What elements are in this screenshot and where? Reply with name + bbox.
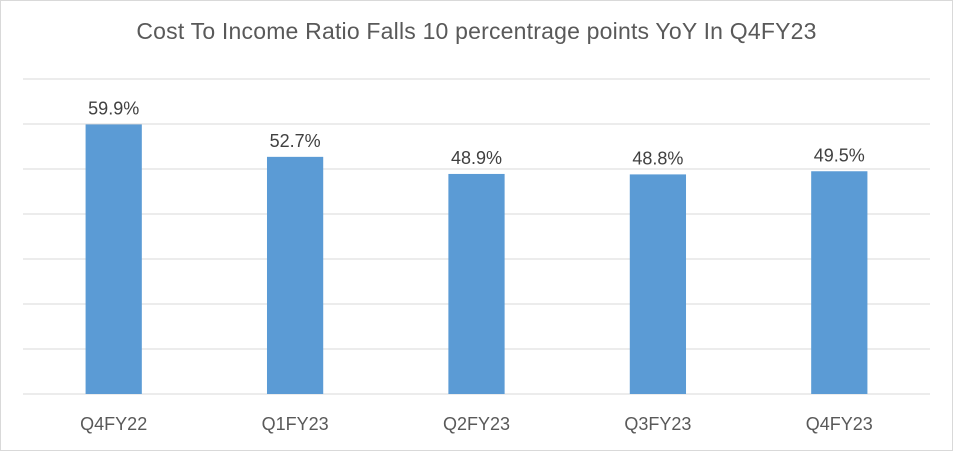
data-label-q4fy22: 59.9% <box>88 98 139 118</box>
x-tick-label-q4fy22: Q4FY22 <box>80 414 147 434</box>
bar-q3fy23 <box>629 174 687 394</box>
x-tick-label-q1fy23: Q1FY23 <box>262 414 329 434</box>
x-tick-label-q3fy23: Q3FY23 <box>624 414 691 434</box>
data-label-q3fy23: 48.8% <box>632 148 683 168</box>
bar-q1fy23 <box>266 156 324 394</box>
chart-title: Cost To Income Ratio Falls 10 percentrag… <box>136 18 817 44</box>
data-label-q1fy23: 52.7% <box>270 131 321 151</box>
x-tick-label-q2fy23: Q2FY23 <box>443 414 510 434</box>
bar-q2fy23 <box>448 173 505 394</box>
bar-q4fy23 <box>811 171 868 394</box>
x-tick-label-q4fy23: Q4FY23 <box>806 414 873 434</box>
data-label-q4fy23: 49.5% <box>814 145 865 165</box>
data-label-q2fy23: 48.9% <box>451 148 502 168</box>
bar-q4fy22 <box>85 124 142 394</box>
